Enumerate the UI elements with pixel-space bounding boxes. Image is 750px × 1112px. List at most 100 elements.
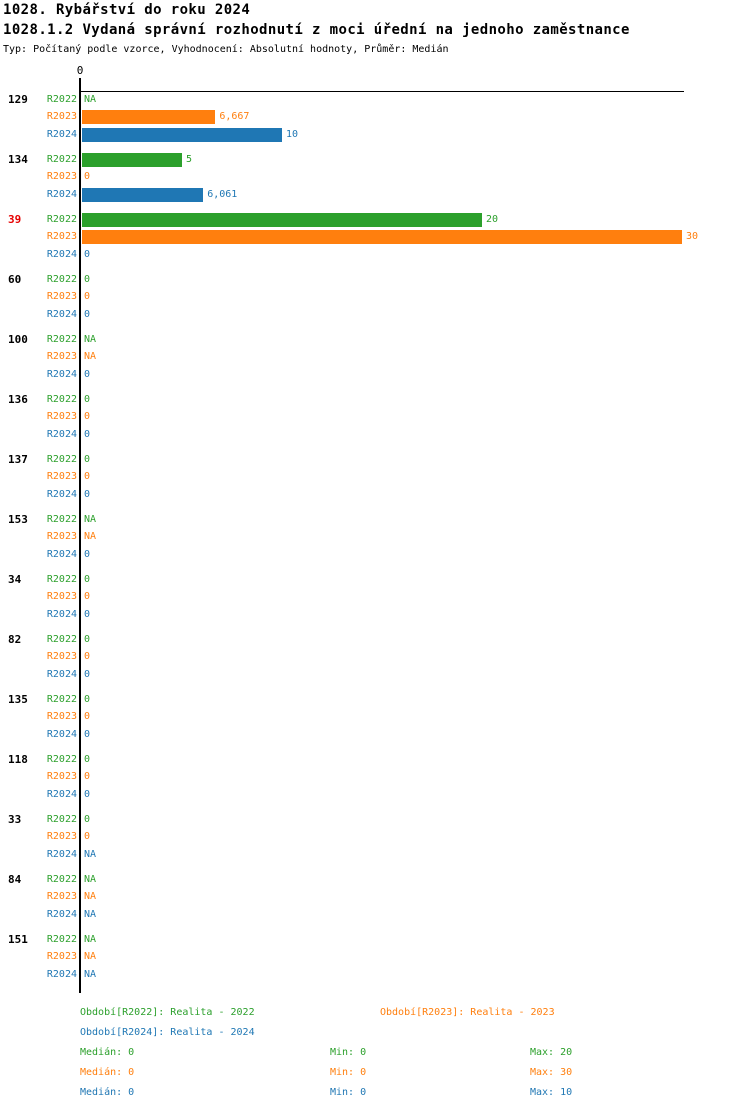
- group-label: 137: [8, 452, 28, 466]
- group-label: 118: [8, 752, 28, 766]
- stat-min-r2023: Min: 0: [330, 1067, 367, 1078]
- value-label: NA: [84, 351, 97, 362]
- series-label: R2022: [46, 453, 77, 465]
- series-label: R2024: [46, 248, 77, 260]
- series-label: R2022: [46, 933, 77, 945]
- series-label: R2023: [46, 411, 77, 422]
- value-label: NA: [84, 908, 97, 920]
- legend-period-r2023: Období[R2023]: Realita - 2023: [380, 1007, 555, 1018]
- group-label: 136: [8, 392, 28, 406]
- x-axis-line: [79, 91, 684, 92]
- value-label: 0: [84, 488, 91, 500]
- value-label: 30: [686, 231, 699, 242]
- series-label: R2024: [46, 668, 77, 680]
- series-label: R2023: [46, 471, 77, 482]
- stat-median-r2024: Medián: 0: [80, 1087, 135, 1098]
- series-label: R2022: [46, 633, 77, 645]
- bar: [82, 212, 482, 227]
- group-label: 34: [8, 572, 22, 586]
- group-label: 100: [8, 332, 28, 346]
- series-label: R2022: [46, 393, 77, 405]
- value-label: 0: [84, 771, 91, 782]
- series-label: R2024: [46, 968, 77, 980]
- series-label: R2023: [46, 591, 77, 602]
- series-label: R2024: [46, 728, 77, 740]
- indicator-title: 1028.1.2 Vydaná správní rozhodnutí z moc…: [3, 22, 630, 38]
- value-label: NA: [84, 873, 97, 885]
- series-label: R2022: [46, 693, 77, 705]
- series-label: R2023: [46, 711, 77, 722]
- value-label: 0: [84, 368, 91, 380]
- series-label: R2023: [46, 831, 77, 842]
- value-label: NA: [84, 968, 97, 980]
- value-label: NA: [84, 933, 97, 945]
- bar: [82, 230, 682, 244]
- stat-min-r2024: Min: 0: [330, 1087, 367, 1098]
- stat-median-r2022: Medián: 0: [80, 1047, 135, 1058]
- y-axis-line: [79, 78, 81, 993]
- value-label: 0: [84, 273, 91, 285]
- series-label: R2022: [46, 153, 77, 165]
- value-label: 0: [84, 788, 91, 800]
- series-label: R2022: [46, 873, 77, 885]
- x-axis-zero-label: 0: [76, 64, 84, 77]
- stat-min-r2022: Min: 0: [330, 1047, 367, 1058]
- bar: [82, 187, 204, 202]
- value-label: 0: [84, 573, 91, 585]
- series-label: R2023: [46, 651, 77, 662]
- legend-period-r2024: Období[R2024]: Realita - 2024: [80, 1027, 255, 1038]
- group-label: 134: [8, 152, 28, 166]
- series-label: R2022: [46, 573, 77, 585]
- bar: [82, 110, 216, 124]
- value-label: 0: [84, 548, 91, 560]
- stat-max-r2024: Max: 10: [530, 1087, 573, 1098]
- series-label: R2023: [46, 531, 77, 542]
- group-label: 82: [8, 632, 22, 646]
- value-label: 6,667: [219, 111, 250, 122]
- value-label: 0: [84, 428, 91, 440]
- value-label: NA: [84, 848, 97, 860]
- series-label: R2024: [46, 908, 77, 920]
- series-label: R2024: [46, 128, 77, 140]
- value-label: 6,061: [207, 188, 238, 200]
- series-label: R2022: [46, 273, 77, 285]
- series-label: R2022: [46, 333, 77, 345]
- series-label: R2023: [46, 291, 77, 302]
- value-label: 0: [84, 453, 91, 465]
- value-label: NA: [84, 93, 97, 105]
- group-label: 151: [8, 932, 28, 946]
- value-label: NA: [84, 891, 97, 902]
- value-label: 10: [286, 128, 299, 140]
- value-label: 0: [84, 711, 91, 722]
- chart-meta-line: Typ: Počítaný podle vzorce, Vyhodnocení:…: [3, 44, 449, 55]
- series-label: R2022: [46, 213, 77, 225]
- series-label: R2024: [46, 368, 77, 380]
- series-label: R2024: [46, 548, 77, 560]
- group-label: 153: [8, 512, 28, 526]
- value-label: 0: [84, 291, 91, 302]
- value-label: 0: [84, 591, 91, 602]
- series-label: R2024: [46, 188, 77, 200]
- group-label: 60: [8, 272, 22, 286]
- group-label: 135: [8, 692, 28, 706]
- group-label: 33: [8, 812, 22, 826]
- value-label: NA: [84, 531, 97, 542]
- group-label: 129: [8, 92, 28, 106]
- value-label: 0: [84, 831, 91, 842]
- value-label: 0: [84, 308, 91, 320]
- stat-median-r2023: Medián: 0: [80, 1067, 135, 1078]
- value-label: 0: [84, 651, 91, 662]
- series-label: R2023: [46, 171, 77, 182]
- value-label: NA: [84, 333, 97, 345]
- series-label: R2022: [46, 813, 77, 825]
- value-label: 0: [84, 411, 91, 422]
- series-label: R2022: [46, 753, 77, 765]
- value-label: 0: [84, 753, 91, 765]
- group-label: 39: [8, 212, 22, 226]
- value-label: 0: [84, 813, 91, 825]
- value-label: 20: [486, 213, 499, 225]
- value-label: 0: [84, 248, 91, 260]
- stat-max-r2023: Max: 30: [530, 1067, 573, 1078]
- value-label: NA: [84, 951, 97, 962]
